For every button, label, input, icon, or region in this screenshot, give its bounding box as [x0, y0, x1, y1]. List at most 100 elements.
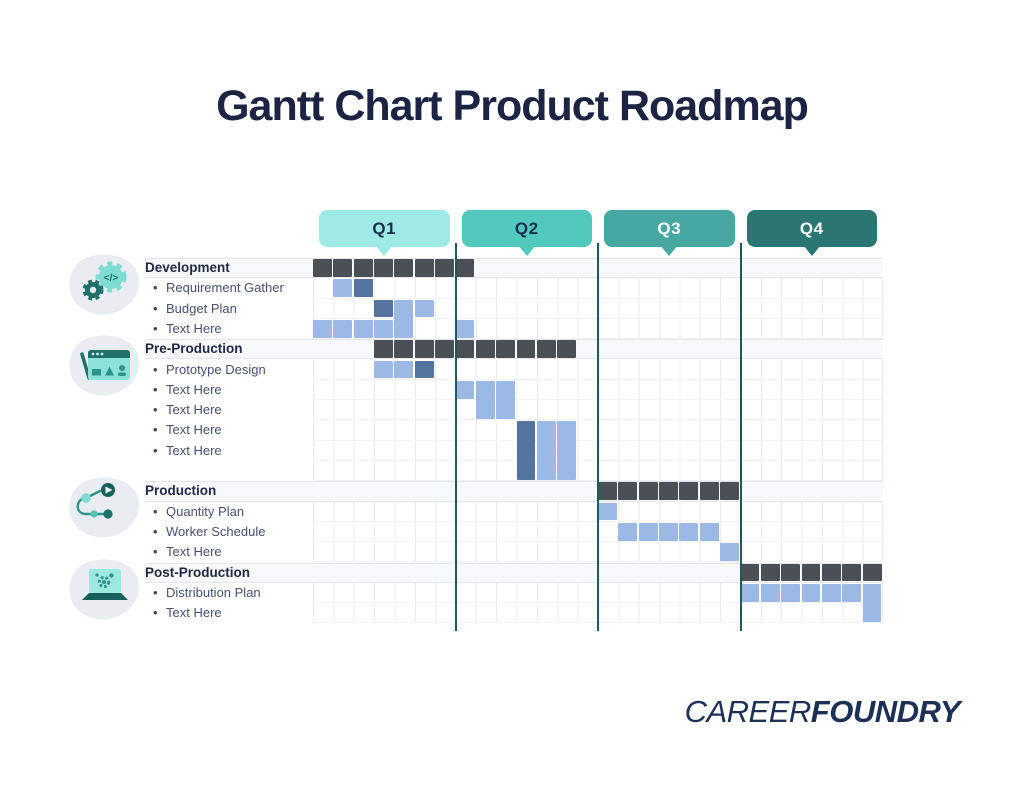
- logo-career: CAREER: [684, 694, 812, 729]
- gantt-bar-cell: [353, 279, 373, 298]
- gantt-bar-cell: [414, 299, 434, 318]
- task-label: • Text Here: [145, 380, 311, 400]
- row-label-text: Development: [145, 260, 230, 275]
- section-label: Post-Production: [145, 563, 311, 583]
- section-label: Development: [145, 258, 311, 278]
- row-label-text: Post-Production: [145, 564, 250, 580]
- gantt-bar: [455, 319, 475, 338]
- gantt-bar-cell: [455, 259, 475, 277]
- gantt-bar-cell: [414, 259, 434, 277]
- quarter-pointer-q2: [517, 245, 536, 256]
- gantt-bar-cell: [536, 421, 556, 480]
- gantt-bar: [313, 319, 393, 338]
- bullet-icon: •: [153, 320, 158, 336]
- quarter-tab-q1: Q1: [319, 210, 450, 247]
- bullet-icon: •: [153, 584, 158, 600]
- page-title: Gantt Chart Product Roadmap: [216, 82, 809, 130]
- gantt-bar-cell: [313, 259, 332, 277]
- gantt-bar: [475, 380, 516, 419]
- gantt-bar: [374, 340, 577, 358]
- gantt-bar-cell: [475, 380, 495, 419]
- gantt-bar-cell: [394, 340, 414, 358]
- gantt-bar-cell: [414, 360, 434, 379]
- gantt-bar-cell: [638, 482, 658, 501]
- gantt-bar-cell: [760, 583, 780, 602]
- task-label: • Requirement Gather: [145, 278, 311, 298]
- bullet-icon: •: [153, 523, 158, 539]
- row-label-text: Quantity Plan: [166, 503, 245, 519]
- gantt-bar-cell: [842, 583, 862, 602]
- bullet-icon: •: [153, 300, 158, 316]
- gantt-bar-cell: [496, 380, 516, 419]
- section-icon: [64, 332, 144, 402]
- gantt-bar-cell: [536, 340, 556, 358]
- gantt-bar: [333, 279, 353, 298]
- gantt-bar-cell: [821, 563, 841, 582]
- postproduction-icon: [69, 559, 140, 619]
- gantt-bar-cell: [781, 563, 801, 582]
- quarter-tab-q4: Q4: [746, 210, 877, 247]
- task-label: • Text Here: [145, 542, 311, 562]
- bullet-icon: •: [153, 402, 158, 418]
- gantt-bar-cell: [679, 482, 699, 501]
- row-label-text: Text Here: [166, 402, 222, 418]
- quarter-divider-line: [739, 243, 742, 631]
- gantt-bar: [414, 299, 434, 318]
- gantt-bar-cell: [557, 421, 577, 480]
- gantt-bar: [516, 421, 536, 480]
- task-label: • Text Here: [145, 400, 311, 420]
- gantt-bar-cell: [455, 380, 475, 399]
- gantt-bar: [598, 502, 617, 521]
- bullet-icon: •: [153, 381, 158, 397]
- quarter-tab-q3: Q3: [604, 210, 735, 247]
- gantt-bar-cell: [455, 319, 475, 338]
- row-label-text: Text Here: [166, 442, 222, 458]
- task-label: • Worker Schedule: [145, 522, 311, 542]
- row-label-text: Text Here: [166, 605, 222, 621]
- row-label-text: Text Here: [166, 381, 222, 397]
- row-label-text: Worker Schedule: [166, 523, 266, 539]
- gantt-bar-cell: [618, 522, 638, 541]
- quarter-pointer-q1: [375, 245, 394, 256]
- gantt-bar-cell: [801, 563, 821, 582]
- gantt-bar-cell: [862, 563, 882, 582]
- svg-text:</>: </>: [104, 273, 119, 284]
- quarter-pointer-q3: [660, 245, 679, 256]
- gantt-bar-cell: [557, 340, 577, 358]
- gantt-bar: [414, 360, 434, 379]
- gantt-bar-cell: [435, 340, 454, 358]
- gantt-bar-cell: [842, 563, 862, 582]
- gantt-bar: [862, 583, 882, 622]
- gantt-bar-cell: [679, 522, 699, 541]
- gantt-bar-cell: [455, 340, 475, 358]
- gantt-bar-cell: [516, 340, 536, 358]
- gantt-bar-cell: [496, 340, 516, 358]
- row-label-text: Production: [145, 483, 217, 499]
- row-label-text: Text Here: [166, 544, 222, 560]
- production-icon: [69, 477, 140, 538]
- logo-foundry: FOUNDRY: [810, 694, 961, 729]
- gantt-bar-cell: [333, 259, 353, 277]
- gantt-bar: [455, 380, 475, 399]
- bullet-icon: •: [153, 442, 158, 458]
- gantt-bar: [374, 299, 393, 318]
- gantt-bar-cell: [760, 563, 780, 582]
- quarter-pointer-q4: [802, 245, 821, 256]
- row-label-text: Distribution Plan: [166, 584, 261, 600]
- quarter-divider-line: [597, 243, 599, 631]
- gantt-bar-cell: [598, 482, 617, 501]
- gantt-bar-cell: [353, 319, 373, 338]
- gantt-bar-cell: [638, 522, 658, 541]
- gantt-bar-cell: [699, 522, 719, 541]
- quarter-tab-q2: Q2: [461, 210, 592, 247]
- section-icon: [64, 556, 144, 626]
- task-label: • Quantity Plan: [145, 502, 311, 522]
- gantt-bar: [598, 482, 740, 501]
- row-label-text: Prototype Design: [166, 361, 266, 377]
- gantt-bar: [618, 522, 719, 541]
- task-label: • Budget Plan: [145, 299, 311, 319]
- gantt-bar: [740, 563, 882, 582]
- gantt-bar-cell: [333, 279, 353, 298]
- section-icon: [64, 474, 144, 544]
